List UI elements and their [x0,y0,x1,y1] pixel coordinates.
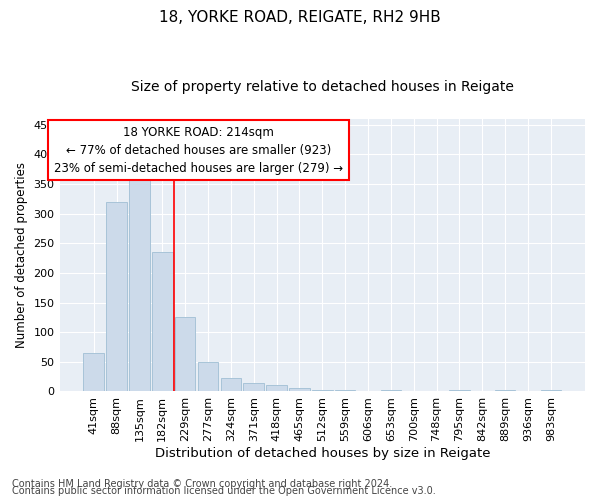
Bar [152,252,173,392]
Bar [198,362,218,392]
Bar [175,317,196,392]
Text: 18 YORKE ROAD: 214sqm
← 77% of detached houses are smaller (923)
23% of semi-det: 18 YORKE ROAD: 214sqm ← 77% of detached … [54,126,343,174]
Bar [221,378,241,392]
Title: Size of property relative to detached houses in Reigate: Size of property relative to detached ho… [131,80,514,94]
Bar [266,385,287,392]
Bar [449,390,470,392]
Bar [380,390,401,392]
X-axis label: Distribution of detached houses by size in Reigate: Distribution of detached houses by size … [155,447,490,460]
Bar [244,383,264,392]
Bar [541,390,561,392]
Bar [495,390,515,392]
Y-axis label: Number of detached properties: Number of detached properties [15,162,28,348]
Text: Contains public sector information licensed under the Open Government Licence v3: Contains public sector information licen… [12,486,436,496]
Bar [106,202,127,392]
Text: Contains HM Land Registry data © Crown copyright and database right 2024.: Contains HM Land Registry data © Crown c… [12,479,392,489]
Text: 18, YORKE ROAD, REIGATE, RH2 9HB: 18, YORKE ROAD, REIGATE, RH2 9HB [159,10,441,25]
Bar [312,390,332,392]
Bar [83,353,104,392]
Bar [335,390,355,392]
Bar [289,388,310,392]
Bar [129,179,150,392]
